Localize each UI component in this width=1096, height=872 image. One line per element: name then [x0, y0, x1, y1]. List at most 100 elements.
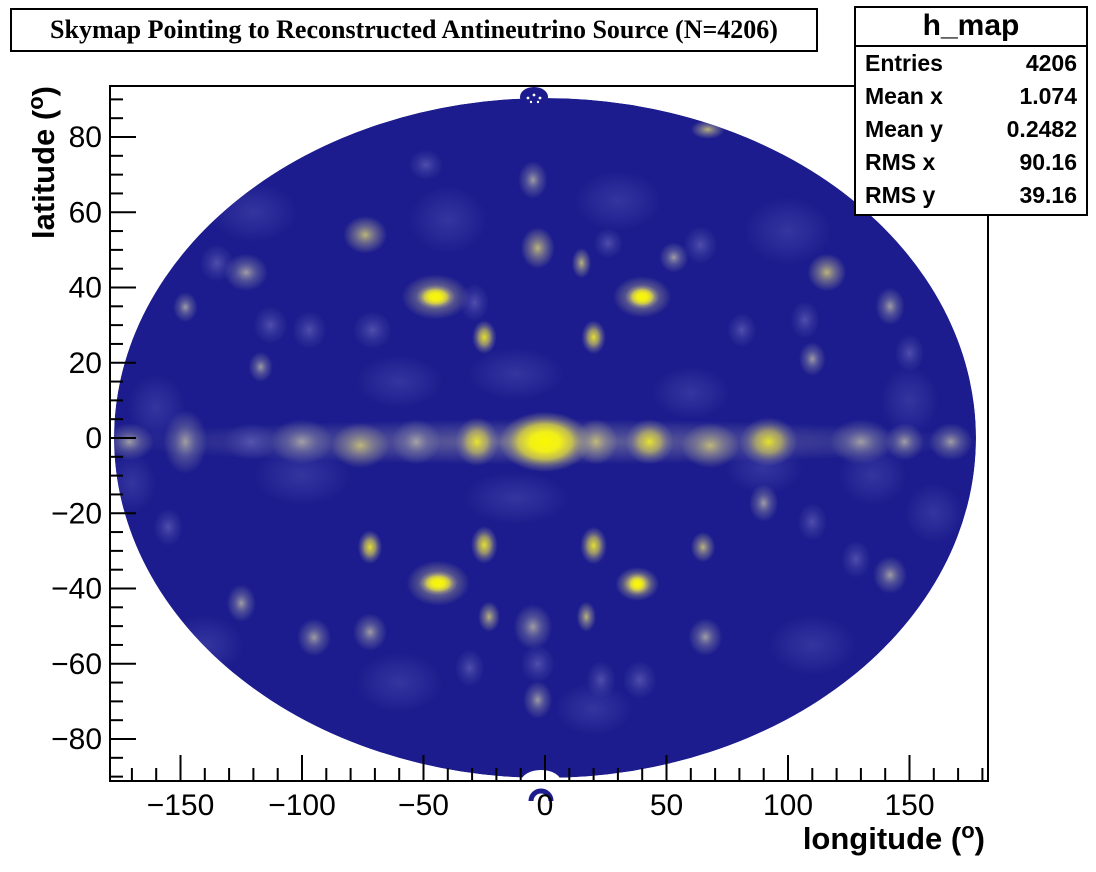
hotspot-slate [593, 228, 623, 259]
hotspot-slate2 [114, 453, 157, 514]
north-pole-cap [520, 87, 548, 107]
hotspot-khaki [690, 532, 716, 563]
axis-labels: −150 −100 −50 0 50 100 150 −80 −60 −40 −20 0 20 40 60 8… [23, 86, 985, 856]
hotspot-yellow [455, 417, 499, 467]
hotspot-khaki [576, 601, 596, 632]
hotspot-slate [153, 508, 183, 546]
x-tick-label: −150 [147, 789, 215, 822]
hotspot-slate2 [408, 185, 487, 254]
hotspot-gray [873, 556, 908, 594]
hotspot-slate [455, 649, 485, 687]
y-tick-label: 60 [69, 196, 102, 229]
hotspot-yellow [580, 526, 607, 565]
hotspot-yellow [581, 320, 606, 355]
y-axis-title: latitude (o) [23, 86, 61, 239]
hotspot-gray [518, 161, 548, 199]
stats-value: 39.16 [1019, 182, 1077, 208]
hotspot-gray [829, 419, 893, 465]
x-tick-label: 50 [650, 789, 683, 822]
stats-title: h_map [856, 8, 1086, 47]
hotspot-slate [894, 334, 925, 372]
stats-label: Entries [865, 50, 943, 76]
x-tick-label: 150 [884, 789, 934, 822]
stats-row: Mean x 1.074 [856, 83, 1086, 110]
south-pole-cap-icon [528, 788, 554, 802]
stats-label: RMS x [865, 149, 936, 175]
hotspot-gray [749, 484, 779, 522]
y-tick-label: 80 [69, 121, 102, 154]
hotspot-gray [226, 584, 256, 622]
hotspot-slate2 [462, 471, 570, 525]
hotspot-slate [253, 306, 288, 344]
stats-row: Mean y 0.2482 [856, 116, 1086, 143]
stats-value: 90.16 [1019, 149, 1077, 175]
hotspot-gray [688, 618, 723, 656]
stats-label: Mean y [865, 116, 943, 142]
y-tick-label: 0 [85, 422, 102, 455]
hotspot-slate [353, 311, 392, 349]
hotspot-slate2 [768, 614, 856, 676]
hotspot-yellow [625, 419, 674, 465]
stats-box: h_map Entries 4206 Mean x 1.074 Mean y 0.2482… [854, 6, 1088, 216]
hotspot-gray [224, 253, 268, 292]
x-tick-label: 100 [763, 789, 813, 822]
x-tick-label: −50 [398, 789, 449, 822]
y-tick-label: 20 [69, 347, 102, 380]
hotspot-yellow [470, 526, 498, 564]
hotspot-slate [683, 226, 718, 264]
hotspot-bright [625, 284, 660, 309]
hotspot-khaki [571, 247, 592, 279]
hotspot-bright [625, 573, 650, 595]
hotspot-slate2 [744, 197, 832, 265]
y-tick-label: 40 [69, 272, 102, 305]
hotspot-slate2 [355, 355, 443, 408]
hotspot-khaki [520, 227, 555, 269]
hotspot-gray [659, 242, 689, 273]
y-tick-label: −60 [51, 648, 102, 681]
stats-row: RMS y 39.16 [856, 182, 1086, 209]
sky-map-area [114, 98, 976, 778]
hotspot-gray [173, 292, 198, 323]
hotspot-yellow [739, 417, 798, 467]
axis-ticks [110, 98, 984, 781]
hotspot-gray [163, 409, 208, 474]
hotspot-gray [114, 423, 154, 461]
hotspot-slate [292, 311, 327, 349]
stats-row: RMS x 90.16 [856, 149, 1086, 176]
stats-value: 4206 [1025, 50, 1077, 76]
hotspot-khaki [681, 422, 740, 469]
hotspot-slate [224, 423, 278, 461]
hotspot-gray [297, 618, 332, 657]
x-tick-label: −100 [268, 789, 336, 822]
y-tick-label: −80 [51, 723, 102, 756]
hotspot-slate [790, 301, 820, 339]
hotspot-slate [622, 661, 657, 699]
stats-label: RMS y [865, 182, 936, 208]
hotspot-slate2 [651, 366, 730, 420]
hotspot-slate2 [165, 614, 244, 676]
hotspot-slate [408, 149, 443, 180]
hotspot-khaki [478, 601, 500, 632]
hotspot-khaki [807, 253, 847, 292]
hotspot-gray [798, 342, 826, 376]
hotspot-slate2 [554, 682, 633, 736]
hotspot-layer [114, 120, 976, 736]
y-tick-label: −40 [51, 573, 102, 606]
hotspot-gray [248, 351, 273, 382]
hotspot-gray [513, 604, 553, 650]
hotspot-slate [727, 313, 757, 347]
hotspot-khaki [331, 422, 390, 469]
hotspot-gray [928, 423, 973, 461]
stats-rows: Entries 4206 Mean x 1.074 Mean y 0.2482 RMS x 9… [856, 47, 1086, 212]
hotspot-slate2 [209, 182, 298, 243]
hotspot-slate2 [904, 483, 963, 544]
hotspot-gray [875, 287, 905, 326]
hotspot-khaki [690, 120, 725, 139]
hotspot-yellow [357, 530, 383, 564]
hotspot-slate2 [880, 366, 939, 435]
hotspot-slate [797, 503, 827, 541]
hotspot-slate [520, 645, 555, 683]
stats-value: 0.2482 [1006, 116, 1077, 142]
